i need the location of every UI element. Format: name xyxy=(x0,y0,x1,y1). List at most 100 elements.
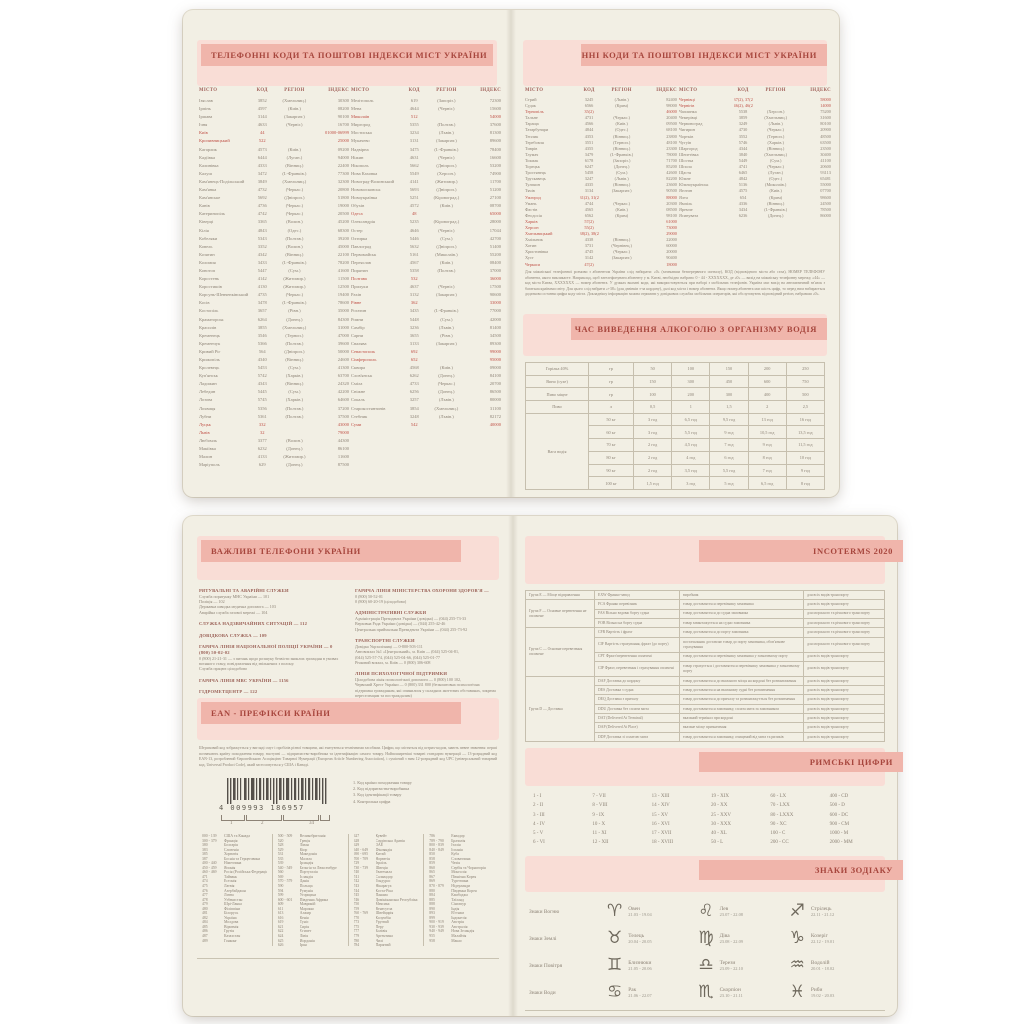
city-row: Коростишів 4130 (Житомир.) 12500 xyxy=(199,283,349,291)
phone-heading: СЛУЖБА НАДЗВИЧАЙНИХ СИТУАЦІЙ — 112 xyxy=(199,621,308,627)
zodiac-sign-text: Терези 23.09 - 22.10 xyxy=(720,960,743,972)
phone-line: Служба працює цілодобово xyxy=(199,666,248,672)
ean-prefix-row: 880 Південна Корея xyxy=(429,889,494,894)
alcohol-cell: 100 кг xyxy=(588,476,634,490)
ean-prefix: 893 xyxy=(429,911,435,916)
zodiac-row-label: Знаки Землі xyxy=(529,935,557,942)
ean-prefix: 743 xyxy=(353,884,360,889)
alcohol-table: Горілка 40% гр 50 100 150 200 250 Вино (сухе) гр… xyxy=(525,362,826,491)
ean-country: Україна xyxy=(224,915,237,920)
zodiac-icon: ♉ xyxy=(607,928,623,948)
ean-country: Сирія xyxy=(299,924,310,929)
city-name: Кобеляки xyxy=(199,235,218,241)
city-index: 32300 xyxy=(337,178,349,184)
city-region: (Сум.) xyxy=(769,157,782,163)
city-code: 4565 xyxy=(584,206,594,212)
city-region xyxy=(274,429,316,437)
city-row: Нікополь 5662 (Дніпроп.) 53200 xyxy=(351,162,501,170)
city-region: (Черкас.) xyxy=(613,115,630,121)
city-region: (Терноп.) xyxy=(285,332,304,338)
city-code: 4566 xyxy=(584,121,594,127)
alcohol-cell: 3,5 год xyxy=(671,463,711,478)
city-code: 5449 xyxy=(738,157,748,163)
city-code: 5692 xyxy=(257,195,267,201)
city-index: 99000 xyxy=(489,348,501,354)
zodiac-sign-text: Рак 21.06 - 22.07 xyxy=(628,987,651,999)
city-name: Чугуїв xyxy=(679,139,692,145)
alcohol-cell: 300 xyxy=(671,374,711,389)
city-name: Ічня xyxy=(199,122,208,128)
city-index: 93113 xyxy=(820,170,831,176)
ean-prefix: 613 xyxy=(277,911,284,916)
zodiac-title: ЗНАКИ ЗОДІАКУ xyxy=(699,860,903,880)
city-region: (Хмельниц.) xyxy=(764,115,788,121)
city-name: Чемерівці xyxy=(679,115,698,121)
ean-prefix-row: 786 Еквадор xyxy=(429,834,494,839)
zodiac-sign: ♒ Водолій 20.01 - 18.02 xyxy=(790,957,881,974)
ean-country: Сінгапур xyxy=(451,902,466,907)
city-region: (Рівн.) xyxy=(288,308,301,314)
ean-prefix: 800 - 839 xyxy=(429,843,444,848)
city-index: 19400 xyxy=(337,292,349,298)
ean-prefix: 700 - 709 xyxy=(353,856,369,861)
city-region: (Черкас.) xyxy=(613,200,630,206)
ean-prefix: 780 xyxy=(353,938,360,943)
city-name: Кропивницький xyxy=(199,138,230,144)
city-region: (Дніпроп.) xyxy=(284,195,305,201)
incoterms-term: DAP (Delivered At Place) xyxy=(594,722,680,733)
city-row: Калинівка 4333 (Вінниц.) 22400 xyxy=(199,162,349,170)
alcohol-cell: 100 xyxy=(632,387,673,402)
city-row: Сокаль 3257 (Львів.) 80000 xyxy=(351,396,501,404)
incoterms-term: EXW Франко-завод xyxy=(594,589,680,601)
incoterms-description: товар доставляється замовнику, очищений … xyxy=(679,731,804,743)
ean-prefix-row: 487 Казахстан xyxy=(202,934,267,939)
city-code: 4355 xyxy=(584,145,594,151)
city-code: 32 xyxy=(259,429,265,435)
incoterms-description: товар доставляється до порту замовника xyxy=(679,627,804,638)
city-row: Кадіївка 6444 (Луган.) 94000 xyxy=(199,154,349,162)
ean-prefix-row: 621 Сирія xyxy=(278,925,343,930)
ean-country: Тайвань xyxy=(224,874,238,879)
incoterms-term: CIF Вартість страхування, фрахт (до порт… xyxy=(594,636,680,653)
city-row: Новомосковськ 5693 (Дніпроп.) 51200 xyxy=(351,186,501,194)
ean-country: Грузія xyxy=(224,929,235,934)
incoterms-transport: для всіх видів транспорту xyxy=(803,712,885,724)
city-region: (Львів.) xyxy=(614,97,629,102)
city-index: 78600 xyxy=(337,300,349,306)
city-row: Рахів 3132 (Закарпат.) 90600 xyxy=(351,291,501,299)
ean-prefix-row: 850 Куба xyxy=(429,852,494,857)
city-name: Южне xyxy=(679,176,691,182)
city-row: Тиврів 4355 (Вінниц.) 23300 xyxy=(525,145,677,152)
city-row: Чемерівці 3859 (Хмельниц.) 31600 xyxy=(679,115,831,121)
city-code: 4343 xyxy=(257,381,267,387)
alcohol-drink-row: Горілка 40% гр 50 100 150 200 250 xyxy=(525,362,826,376)
ean-prefix-row: 600 - 601 Південна Африка xyxy=(278,898,343,903)
city-row: Мостиська 3234 (Львів.) 81300 xyxy=(351,129,501,137)
incoterms-transport: для всіх видів транспорту xyxy=(803,599,885,610)
city-col-header: ІНДЕКС xyxy=(656,88,677,93)
zodiac-row: Знаки Води ♋ Рак 21.06 - 22.07 ♏ Скорпіон 23.1… xyxy=(529,979,881,1006)
city-index: 20700 xyxy=(489,381,501,387)
barcode-bracket-4 xyxy=(320,815,330,821)
ean-prefix: 784 xyxy=(353,943,360,948)
city-code: 5632 xyxy=(409,243,419,249)
city-code: 3546 xyxy=(257,332,267,338)
zodiac-sign-dates: 22.11 - 21.12 xyxy=(810,911,835,917)
alcohol-cell: л xyxy=(588,400,634,414)
zodiac-sign-name: Стрілець xyxy=(810,905,832,912)
city-code: 3249 xyxy=(738,121,748,127)
city-name: Фастів xyxy=(525,206,538,212)
zodiac-row: Знаки Вогню ♈ Овен 21.03 - 19.04 ♌ Лев 23.07 -… xyxy=(529,898,881,925)
city-code: 3377 xyxy=(257,437,267,443)
city-row: Одеса 48 65000 xyxy=(351,210,501,218)
city-region: (Миколаїв.) xyxy=(765,182,787,188)
city-region: (Миколаїв.) xyxy=(435,251,458,257)
city-row: Катеринопіль 4742 (Черкас.) 20500 xyxy=(199,210,349,218)
city-row: Кагарлик 4573 (Київ.) 09200 xyxy=(199,146,349,154)
ean-prefix: 859 xyxy=(429,861,435,866)
page-title-text: ТЕЛЕФОННІ КОДИ ТА ПОШТОВІ ІНДЕКСИ МІСТ У… xyxy=(211,50,488,60)
ean-prefix-row: 867 Північна Корея xyxy=(429,875,494,880)
city-code: 3840 xyxy=(738,151,748,157)
ean-prefix: 625 xyxy=(277,938,284,943)
ean-prefix: 460 - 469 xyxy=(202,870,217,875)
